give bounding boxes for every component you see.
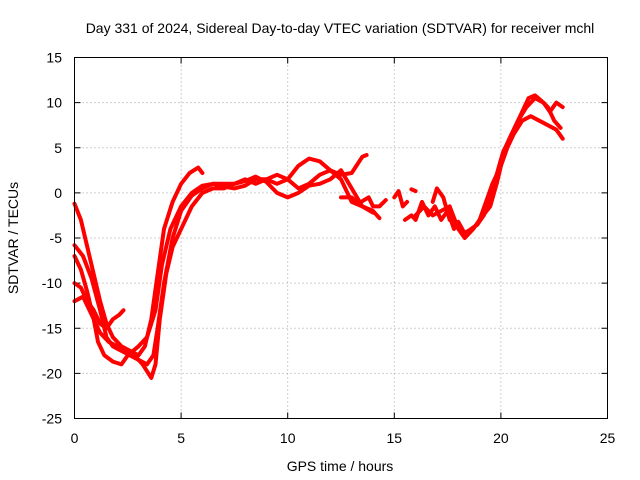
- series-line-trace-3: [72, 168, 382, 367]
- x-tick-label: 10: [280, 430, 296, 446]
- plot-frame: [74, 57, 608, 419]
- series-line-trace-13: [494, 93, 563, 177]
- y-tick-label: -20: [42, 365, 62, 381]
- x-tick-label: 20: [493, 430, 509, 446]
- series-line-trace-5: [72, 168, 375, 380]
- x-tick-label: 5: [177, 430, 185, 446]
- x-tick-label: 0: [71, 430, 79, 446]
- series-line-trace-1: [72, 165, 205, 358]
- series-line-trace-12: [477, 114, 565, 222]
- series-group: [72, 93, 565, 380]
- series-line-trace-4: [72, 281, 126, 331]
- y-tick-label: -10: [42, 275, 62, 291]
- series-line-trace-6: [339, 195, 388, 209]
- x-tick-label: 25: [600, 430, 616, 446]
- y-tick-label: 15: [46, 50, 62, 66]
- y-tick-label: -5: [50, 230, 63, 246]
- series-line-trace-8: [409, 187, 418, 194]
- y-tick-label: -25: [42, 411, 62, 427]
- y-tick-label: -15: [42, 320, 62, 336]
- y-tick-label: 5: [54, 140, 62, 156]
- x-axis-label: GPS time / hours: [287, 458, 394, 474]
- y-tick-labels: 15 10 5 0 -5 -10 -15 -20 -25: [42, 50, 62, 427]
- x-tick-label: 15: [387, 430, 403, 446]
- y-axis-label: SDTVAR / TECUs: [5, 182, 21, 294]
- series-line-trace-7: [392, 189, 410, 209]
- y-tick-label: 10: [46, 95, 62, 111]
- chart-title: Day 331 of 2024, Sidereal Day-to-day VTE…: [86, 20, 595, 36]
- x-tick-labels: 0 5 10 15 20 25: [71, 430, 616, 446]
- y-tick-label: 0: [54, 185, 62, 201]
